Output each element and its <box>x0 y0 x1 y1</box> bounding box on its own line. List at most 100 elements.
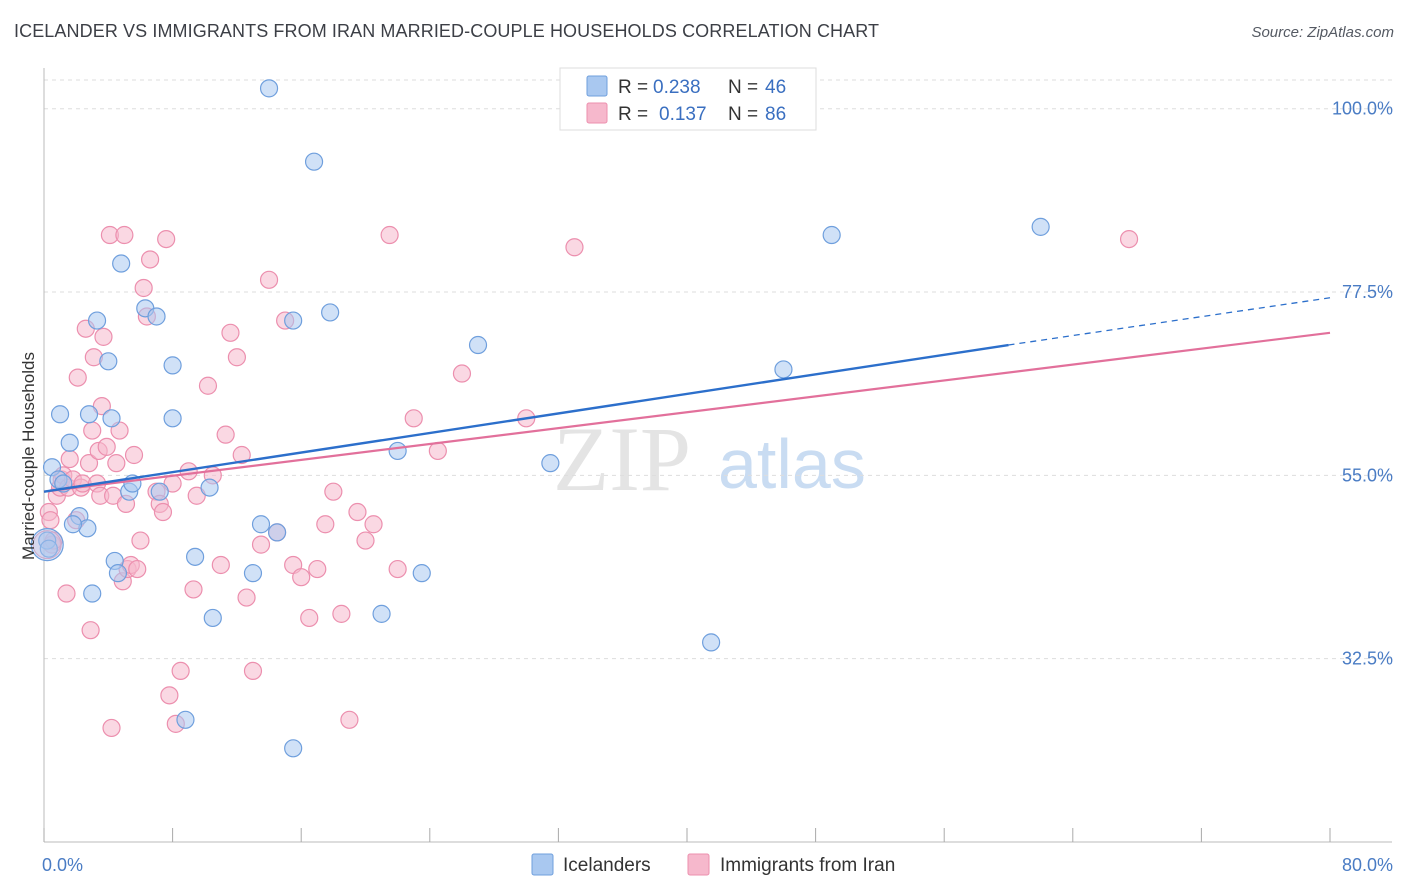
point-iran <box>171 661 190 681</box>
point-icelanders <box>108 564 128 583</box>
point-icelanders <box>50 405 70 424</box>
chart-title: ICELANDER VS IMMIGRANTS FROM IRAN MARRIE… <box>14 21 880 41</box>
point-iran <box>115 225 134 245</box>
point-icelanders <box>321 303 340 322</box>
trend-line-iran <box>43 331 1331 493</box>
bottom-legend-swatch-iran <box>687 853 710 876</box>
point-icelanders <box>39 539 58 558</box>
point-iran <box>198 376 218 395</box>
point-iran <box>380 225 399 245</box>
y-tick-label: 100.0% <box>1332 99 1393 119</box>
point-iran <box>259 270 279 289</box>
point-iran <box>1119 229 1139 249</box>
point-iran <box>107 454 126 473</box>
point-iran <box>243 661 263 681</box>
point-icelanders <box>1031 217 1050 236</box>
legend-r-value-icelanders: 0.238 <box>653 77 701 98</box>
point-iran <box>102 718 121 738</box>
source-credit: Source: ZipAtlas.com <box>1251 24 1394 41</box>
point-iran <box>428 441 447 461</box>
point-iran <box>153 502 173 522</box>
stats-legend: R = 0.238 N = 46 R = 0.137 N = 86 <box>559 67 817 131</box>
y-axis-title: Married-couple Households <box>19 352 38 560</box>
y-tick-labels: 32.5% 55.0% 77.5% 100.0% <box>1332 99 1393 669</box>
point-icelanders <box>99 352 118 371</box>
point-iran <box>79 454 99 473</box>
legend-r-label-iran: R = <box>618 104 648 125</box>
point-icelanders <box>774 360 793 379</box>
point-iran <box>237 588 256 607</box>
legend-n-value-iran: 86 <box>765 104 786 125</box>
point-iran <box>452 364 472 383</box>
point-icelanders-cluster <box>30 528 64 562</box>
point-iran <box>124 445 144 465</box>
point-icelanders <box>304 152 324 171</box>
point-iran <box>232 445 251 465</box>
bottom-legend-label-iran: Immigrants from Iran <box>720 855 895 876</box>
legend-swatch-icelanders <box>586 75 608 97</box>
point-iran <box>300 608 319 628</box>
series-legend: Icelanders Immigrants from Iran <box>531 853 895 876</box>
point-iran <box>388 559 407 579</box>
series-icelanders-points <box>30 79 1050 758</box>
point-icelanders <box>83 584 102 603</box>
point-icelanders <box>284 311 303 330</box>
point-iran <box>60 449 79 469</box>
point-icelanders <box>163 409 182 428</box>
point-iran <box>348 502 367 522</box>
point-iran <box>187 486 206 505</box>
point-iran <box>292 568 311 587</box>
legend-n-label-icelanders: N = <box>728 77 758 98</box>
y-tick-label: 77.5% <box>1342 282 1393 302</box>
point-iran <box>160 686 179 705</box>
legend-swatch-iran <box>586 102 608 124</box>
point-iran <box>184 580 203 599</box>
point-icelanders <box>87 311 107 330</box>
point-iran <box>308 559 327 579</box>
point-iran <box>332 604 351 623</box>
point-iran <box>324 482 343 501</box>
legend-r-value-iran: 0.137 <box>659 104 707 125</box>
point-icelanders <box>186 547 205 566</box>
point-icelanders <box>102 409 121 428</box>
point-icelanders <box>112 254 131 273</box>
watermark-atlas: atlas <box>718 425 866 503</box>
point-iran <box>131 531 150 550</box>
point-icelanders <box>251 515 271 534</box>
point-icelanders <box>79 405 99 424</box>
point-iran <box>83 421 102 440</box>
point-icelanders <box>702 633 721 652</box>
point-icelanders <box>822 225 841 245</box>
point-icelanders <box>243 564 263 583</box>
legend-r-label-icelanders: R = <box>618 77 648 98</box>
trend-lines <box>43 297 1331 493</box>
point-icelanders <box>150 482 169 501</box>
point-iran <box>157 229 176 249</box>
point-iran <box>251 535 271 554</box>
point-icelanders <box>176 710 195 729</box>
point-iran <box>128 559 147 579</box>
x-ticks <box>43 828 1331 842</box>
point-iran <box>140 250 160 269</box>
point-iran <box>81 621 100 640</box>
x-tick-label-min: 0.0% <box>42 855 83 875</box>
point-icelanders <box>259 79 279 98</box>
x-tick-label-max: 80.0% <box>1342 855 1393 875</box>
point-icelanders <box>388 441 407 461</box>
point-iran <box>92 397 111 416</box>
axes <box>43 68 1392 843</box>
point-iran <box>68 368 87 387</box>
point-iran <box>41 511 60 530</box>
point-icelanders <box>200 478 219 497</box>
point-iran <box>565 238 584 257</box>
point-iran <box>94 327 113 346</box>
point-icelanders <box>372 604 391 623</box>
y-tick-label: 32.5% <box>1342 649 1393 669</box>
point-icelanders <box>541 454 560 473</box>
point-icelanders <box>63 515 83 534</box>
trend-line-icelanders <box>43 343 1009 493</box>
y-tick-label: 55.0% <box>1342 465 1393 485</box>
point-iran <box>404 409 423 428</box>
point-icelanders <box>412 564 431 583</box>
